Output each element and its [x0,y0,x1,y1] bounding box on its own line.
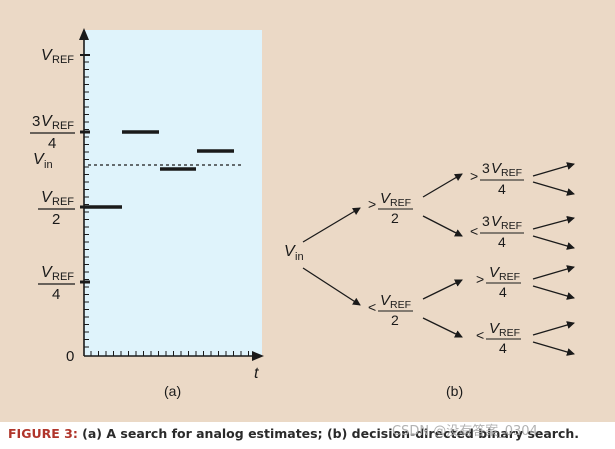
y-axis-arrow [79,28,89,40]
svg-text:<: < [476,327,484,343]
svg-text:V: V [491,160,503,177]
svg-text:3: 3 [482,160,490,176]
label-zero: 0 [66,348,74,365]
svg-text:2: 2 [391,210,399,226]
panel-a-label: (a) [164,383,181,399]
svg-text:V: V [284,243,296,260]
figure-graphic: V REF 3 V REF 4 V in V REF 2 V REF 4 0 t… [30,28,575,399]
branch-upper [302,207,361,243]
svg-text:4: 4 [499,284,507,300]
label-3vref-over-4: 3 V REF 4 [30,113,75,152]
svg-text:4: 4 [498,234,506,250]
node-lt-3vref-over-4: < 3 V REF 4 [470,213,524,250]
svg-text:in: in [295,251,304,263]
watermark-text: CSDN @没有答案_0304 [392,424,538,439]
node-gt-vref-over-2: > V REF 2 [368,190,413,226]
svg-text:V: V [491,213,503,230]
branch-2c [422,279,463,300]
svg-text:2: 2 [391,312,399,328]
caption-label: FIGURE 3: [8,426,78,441]
x-axis-arrow [252,351,264,361]
x-axis-label: t [254,365,259,382]
svg-text:V: V [489,264,501,281]
label-vref-over-2: V REF 2 [38,189,75,228]
svg-text:4: 4 [48,135,56,152]
svg-text:REF: REF [390,197,411,209]
svg-text:REF: REF [52,271,74,283]
svg-text:REF: REF [52,120,74,132]
svg-text:REF: REF [499,271,520,283]
branch-2d [422,317,463,338]
svg-text:in: in [44,159,53,171]
label-vref-over-4: V REF 4 [38,264,75,303]
svg-text:REF: REF [52,54,74,66]
branch-lower [302,267,361,306]
panel-b-label: (b) [446,383,463,399]
x-axis-ticks [90,351,249,356]
svg-text:V: V [41,189,53,206]
root-vin: V in [284,243,304,263]
svg-text:REF: REF [390,299,411,311]
svg-text:REF: REF [52,196,74,208]
svg-text:V: V [33,151,45,168]
svg-text:>: > [368,196,376,212]
svg-text:3: 3 [32,113,40,130]
svg-text:3: 3 [482,213,490,229]
svg-text:4: 4 [52,286,60,303]
svg-text:4: 4 [498,181,506,197]
svg-text:2: 2 [52,211,60,228]
node-lt-vref-over-4: < V REF 4 [476,320,521,356]
svg-text:V: V [380,292,392,309]
svg-text:V: V [41,264,53,281]
svg-text:V: V [380,190,392,207]
label-vref: V REF [41,47,74,66]
svg-text:>: > [470,168,478,184]
plot-area [84,30,262,356]
caption-text: (a) A search for analog estimates; (b) d… [77,426,580,441]
svg-text:4: 4 [499,340,507,356]
node-lt-vref-over-2: < V REF 2 [368,292,413,328]
leaf-arrows [532,162,575,356]
branch-2a [422,173,463,198]
svg-text:<: < [368,299,376,315]
svg-text:REF: REF [499,327,520,339]
node-gt-vref-over-4: > V REF 4 [476,264,521,300]
svg-text:<: < [470,223,478,239]
svg-text:REF: REF [501,220,522,232]
label-vin: V in [33,151,53,171]
svg-text:V: V [41,47,53,64]
branch-2b [422,215,463,237]
node-gt-3vref-over-4: > 3 V REF 4 [470,160,524,197]
y-axis-ticks [84,61,89,348]
svg-text:V: V [41,113,53,130]
figure-caption: FIGURE 3: (a) A search for analog estima… [8,426,608,446]
svg-text:>: > [476,271,484,287]
svg-text:V: V [489,320,501,337]
svg-text:REF: REF [501,167,522,179]
